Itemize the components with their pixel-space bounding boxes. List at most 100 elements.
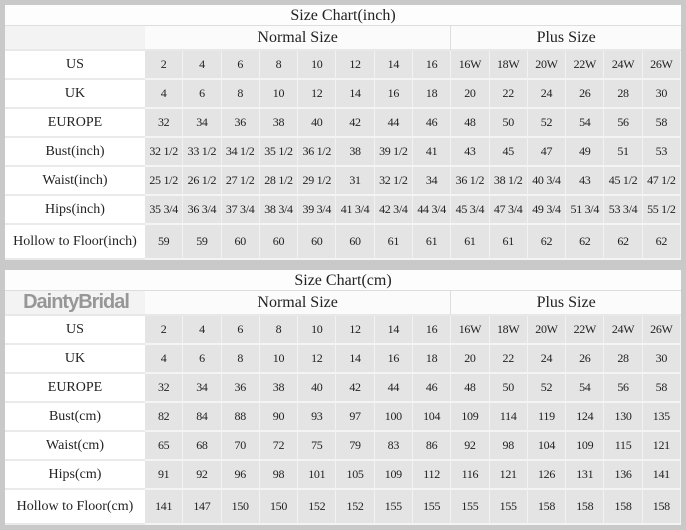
table-cell: 47 3/4	[489, 196, 528, 225]
row-label: US	[5, 316, 145, 345]
table-cell: 26W	[642, 316, 681, 345]
table-cell: 158	[642, 490, 681, 525]
table-cell: 52	[527, 374, 567, 403]
plus-size-header: Plus Size	[451, 26, 681, 51]
table-cell: 61	[451, 225, 490, 260]
table-cell: 121	[642, 432, 681, 461]
table-cell: 10	[259, 80, 299, 109]
table-cell: 53 3/4	[604, 196, 643, 225]
row-label: Bust(cm)	[5, 403, 145, 432]
table-cell: 56	[604, 109, 643, 138]
table-cell: 60	[259, 225, 299, 260]
row-label: Bust(inch)	[5, 138, 145, 167]
table-cell: 12	[298, 80, 337, 109]
table-cell: 24	[527, 345, 567, 374]
table-cell: 38 1/2	[489, 167, 528, 196]
table-cell: 34	[183, 374, 222, 403]
table-cell: 79	[336, 432, 375, 461]
size-table: Normal Size Plus Size US 2 4 6 8 10 12 14 16 16W 18W…	[5, 291, 681, 525]
table-cell: 88	[221, 403, 260, 432]
table-cell: 47 1/2	[642, 167, 681, 196]
table-cell: 158	[566, 490, 605, 525]
table-cell: 126	[527, 461, 567, 490]
table-cell: 61	[412, 225, 452, 260]
header-blank	[5, 291, 145, 316]
table-cell: 30	[642, 80, 681, 109]
table-cell: 141	[642, 461, 681, 490]
table-cell: 40	[298, 109, 337, 138]
table-cell: 36 1/2	[298, 138, 337, 167]
table-cell: 36	[221, 374, 260, 403]
table-cell: 20W	[527, 316, 567, 345]
table-cell: 34	[412, 167, 452, 196]
table-cell: 60	[336, 225, 375, 260]
table-cell: 36 3/4	[183, 196, 222, 225]
table-cell: 4	[183, 316, 222, 345]
table-cell: 121	[489, 461, 528, 490]
row-label: US	[5, 51, 145, 80]
row-label: EUROPE	[5, 374, 145, 403]
table-cell: 24W	[604, 51, 643, 80]
table-cell: 26	[566, 345, 605, 374]
table-cell: 2	[145, 51, 184, 80]
table-cell: 48	[451, 374, 490, 403]
table-cell: 101	[298, 461, 337, 490]
normal-size-header: Normal Size	[145, 291, 452, 316]
table-cell: 26	[566, 80, 605, 109]
table-cell: 18	[412, 345, 452, 374]
table-cell: 115	[604, 432, 643, 461]
table-cell: 30	[642, 345, 681, 374]
table-cell: 83	[374, 432, 413, 461]
table-cell: 60	[221, 225, 260, 260]
table-cell: 46	[412, 374, 452, 403]
table-cell: 14	[336, 80, 375, 109]
table-cell: 12	[336, 316, 375, 345]
table-cell: 6	[183, 345, 222, 374]
table-cell: 28	[604, 80, 643, 109]
table-cell: 82	[145, 403, 184, 432]
table-cell: 97	[336, 403, 375, 432]
chart-title: Size Chart(cm)	[5, 270, 681, 291]
table-cell: 27 1/2	[221, 167, 260, 196]
table-cell: 20	[451, 345, 490, 374]
table-cell: 150	[221, 490, 260, 525]
table-cell: 20W	[527, 51, 567, 80]
table-cell: 150	[259, 490, 299, 525]
table-cell: 32	[145, 374, 184, 403]
table-cell: 12	[298, 345, 337, 374]
table-cell: 130	[604, 403, 643, 432]
table-cell: 44	[374, 374, 413, 403]
table-cell: 31	[336, 167, 375, 196]
table-cell: 136	[604, 461, 643, 490]
table-cell: 51	[604, 138, 643, 167]
table-cell: 14	[336, 345, 375, 374]
table-cell: 8	[221, 80, 260, 109]
table-cell: 26W	[642, 51, 681, 80]
table-cell: 158	[604, 490, 643, 525]
table-cell: 38 3/4	[259, 196, 299, 225]
table-cell: 56	[604, 374, 643, 403]
table-cell: 53	[642, 138, 681, 167]
table-cell: 152	[298, 490, 337, 525]
table-cell: 155	[489, 490, 528, 525]
table-cell: 14	[374, 51, 413, 80]
table-cell: 8	[221, 345, 260, 374]
table-cell: 26 1/2	[183, 167, 222, 196]
table-cell: 22W	[566, 51, 605, 80]
table-cell: 54	[566, 374, 605, 403]
table-cell: 42	[336, 109, 375, 138]
table-cell: 72	[259, 432, 299, 461]
table-cell: 65	[145, 432, 184, 461]
table-cell: 16	[374, 80, 413, 109]
table-cell: 43	[451, 138, 490, 167]
table-cell: 42	[336, 374, 375, 403]
table-cell: 6	[221, 51, 260, 80]
table-cell: 92	[183, 461, 222, 490]
table-cell: 32 1/2	[374, 167, 413, 196]
table-cell: 34 1/2	[221, 138, 260, 167]
table-cell: 84	[183, 403, 222, 432]
table-cell: 44	[374, 109, 413, 138]
table-cell: 35 3/4	[145, 196, 184, 225]
table-cell: 4	[145, 345, 184, 374]
table-cell: 86	[412, 432, 452, 461]
